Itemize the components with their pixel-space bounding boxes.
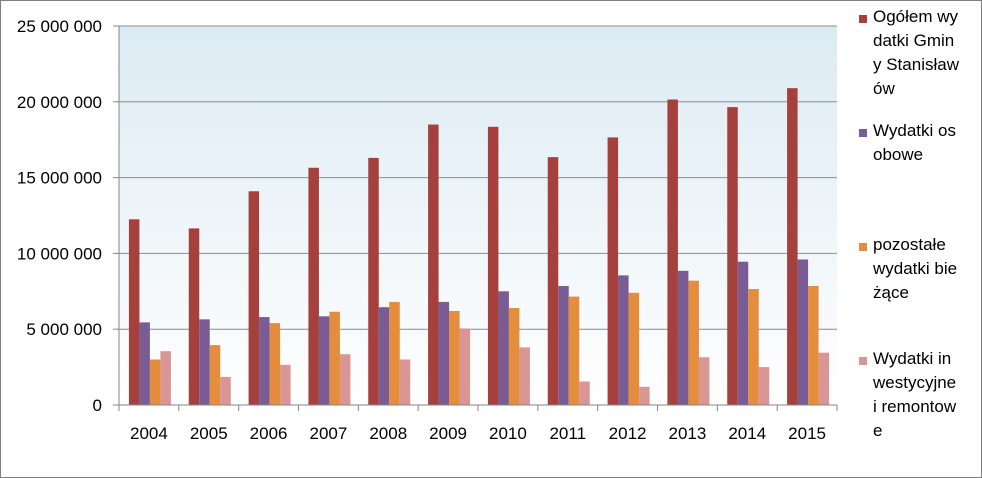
legend-label-current: pozostałe wydatki bieżące — [873, 235, 958, 302]
y-tick-label: 25 000 000 — [17, 17, 102, 36]
bar — [667, 99, 678, 405]
y-tick-labels: 0 5 000 000 10 000 000 15 000 000 20 000 000… — [17, 17, 102, 415]
x-tick-label: 2005 — [190, 424, 228, 443]
bar — [368, 157, 379, 405]
bar — [698, 357, 710, 405]
bar — [797, 259, 809, 405]
bar — [269, 323, 281, 405]
bars — [128, 88, 830, 406]
y-tick-label: 10 000 000 — [17, 244, 102, 263]
y-tick-label: 5 000 000 — [26, 320, 102, 339]
bar — [628, 292, 640, 405]
bar — [639, 386, 650, 405]
bar — [568, 296, 580, 405]
bar — [508, 307, 520, 405]
legend-label-total: Ogółem wydatki Gminy Stanisławów — [873, 7, 959, 98]
legend-swatch-total — [859, 15, 867, 23]
bar — [248, 191, 260, 405]
bar — [199, 319, 210, 405]
legend-label-personnel: Wydatki osobowe — [873, 121, 956, 164]
x-tick-label: 2006 — [250, 424, 288, 443]
bar — [748, 289, 759, 405]
x-tick-label: 2008 — [369, 424, 407, 443]
x-tick-label: 2010 — [489, 424, 527, 443]
bar — [318, 316, 330, 405]
x-tick-label: 2015 — [788, 424, 826, 443]
bar — [459, 328, 471, 405]
bar — [339, 354, 351, 405]
axes — [113, 25, 838, 411]
bar — [787, 88, 798, 405]
legend: Ogółem wydatki Gminy Stanisławów Wydatki… — [853, 1, 981, 477]
bar — [818, 352, 830, 405]
bar — [389, 301, 400, 405]
gridlines — [119, 25, 837, 330]
bar — [280, 364, 291, 405]
x-tick-label: 2012 — [609, 424, 647, 443]
bar — [438, 301, 450, 405]
bar — [498, 291, 509, 405]
bar — [378, 307, 390, 405]
bar — [737, 261, 749, 405]
bar — [160, 351, 171, 405]
bar — [259, 317, 270, 405]
bar — [547, 157, 559, 405]
bar — [607, 137, 619, 405]
legend-label-investment: Wydatki inwestycyjne i remontowe — [873, 349, 957, 440]
bar — [139, 322, 150, 405]
bar — [618, 275, 629, 405]
bar — [688, 280, 699, 405]
bar — [449, 311, 460, 405]
x-tick-label: 2014 — [728, 424, 766, 443]
bar — [128, 219, 140, 405]
bar — [758, 367, 770, 405]
y-tick-label: 15 000 000 — [17, 169, 102, 188]
x-tick-label: 2011 — [549, 424, 586, 443]
x-tick-label: 2013 — [669, 424, 707, 443]
x-tick-label: 2007 — [310, 424, 348, 443]
bar — [519, 347, 530, 405]
plot-area — [119, 26, 837, 405]
bar — [209, 345, 221, 405]
bar — [727, 107, 738, 405]
bar-chart: 0 5 000 000 10 000 000 15 000 000 20 000 000… — [17, 17, 838, 443]
bar — [428, 124, 439, 405]
bar — [308, 167, 319, 405]
bar — [149, 359, 161, 405]
bar — [329, 311, 340, 405]
x-tick-labels: 2004 2005 2006 2007 2008 2009 2010 2011 2012 2013… — [130, 424, 826, 443]
bar — [188, 228, 200, 405]
x-tick-label: 2004 — [130, 424, 168, 443]
bar — [579, 381, 590, 405]
x-tick-label: 2009 — [429, 424, 467, 443]
legend-swatch-personnel — [859, 129, 867, 137]
bar — [677, 270, 689, 405]
bar — [808, 285, 819, 405]
legend-swatch-investment — [859, 357, 867, 365]
y-tick-label: 20 000 000 — [17, 93, 102, 112]
y-tick-label: 0 — [93, 396, 102, 415]
bar — [399, 359, 411, 405]
bar — [220, 376, 231, 405]
legend-swatch-current — [859, 243, 867, 251]
bar — [487, 126, 499, 406]
bar — [558, 285, 569, 405]
